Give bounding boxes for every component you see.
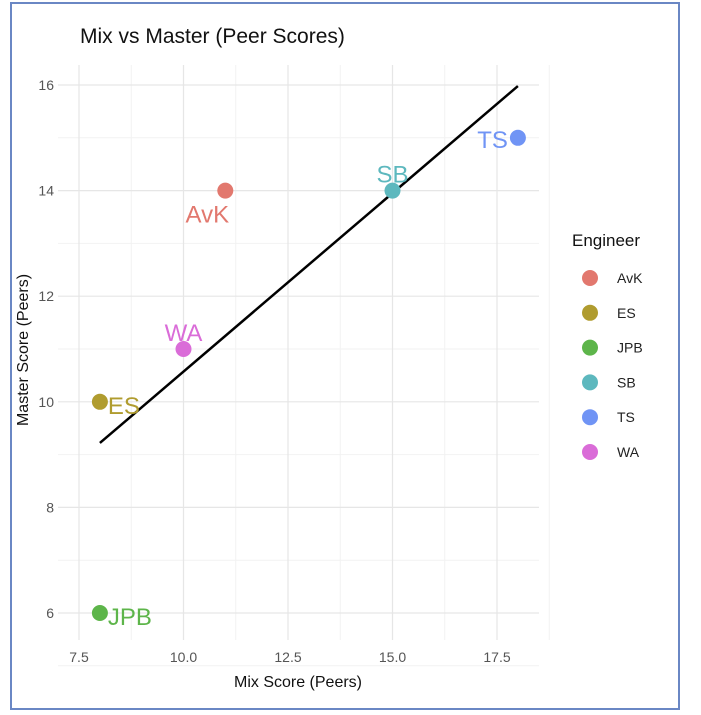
legend-key-jpb (582, 339, 598, 356)
x-tick-label: 15.0 (379, 649, 406, 665)
data-point-jpb (91, 605, 108, 621)
point-label: WA (165, 320, 203, 347)
y-tick-label: 10 (38, 394, 54, 410)
data-point-sb (384, 182, 401, 199)
trend-line (99, 85, 519, 444)
legend-key-avk (582, 270, 598, 286)
point-label: ES (108, 393, 140, 420)
figure-border (10, 2, 680, 710)
data-point-ts (509, 129, 526, 146)
chart-title: Mix vs Master (Peer Scores) (80, 25, 345, 48)
point-label: AvK (186, 202, 230, 229)
legend-label: WA (617, 444, 640, 460)
legend-key-sb (582, 374, 598, 391)
y-tick-label: 16 (38, 77, 54, 93)
y-axis-label: Master Score (Peers) (15, 274, 32, 426)
x-tick-label: 7.5 (69, 649, 89, 665)
legend-key-wa (582, 444, 598, 460)
x-axis-label: Mix Score (Peers) (234, 674, 362, 691)
x-tick-label: 12.5 (274, 649, 301, 665)
legend-label: AvK (617, 270, 643, 286)
point-label: TS (477, 127, 508, 154)
y-tick-label: 8 (46, 499, 54, 515)
legend-key-ts (582, 409, 598, 426)
point-label: SB (376, 162, 408, 189)
x-tick-label: 17.5 (483, 649, 510, 665)
legend-label: ES (617, 305, 636, 321)
x-tick-label: 10.0 (170, 649, 197, 665)
point-label: JPB (108, 604, 152, 631)
legend-label: SB (617, 374, 636, 390)
legend-label: JPB (617, 340, 643, 356)
legend-title: Engineer (572, 231, 640, 250)
legend-key-es (582, 304, 598, 321)
data-point-wa (175, 341, 192, 357)
data-point-avk (217, 182, 234, 199)
y-tick-label: 14 (38, 183, 54, 199)
y-tick-label: 6 (46, 605, 54, 621)
legend-label: TS (617, 409, 635, 425)
data-point-es (91, 393, 108, 410)
y-tick-label: 12 (38, 288, 54, 304)
